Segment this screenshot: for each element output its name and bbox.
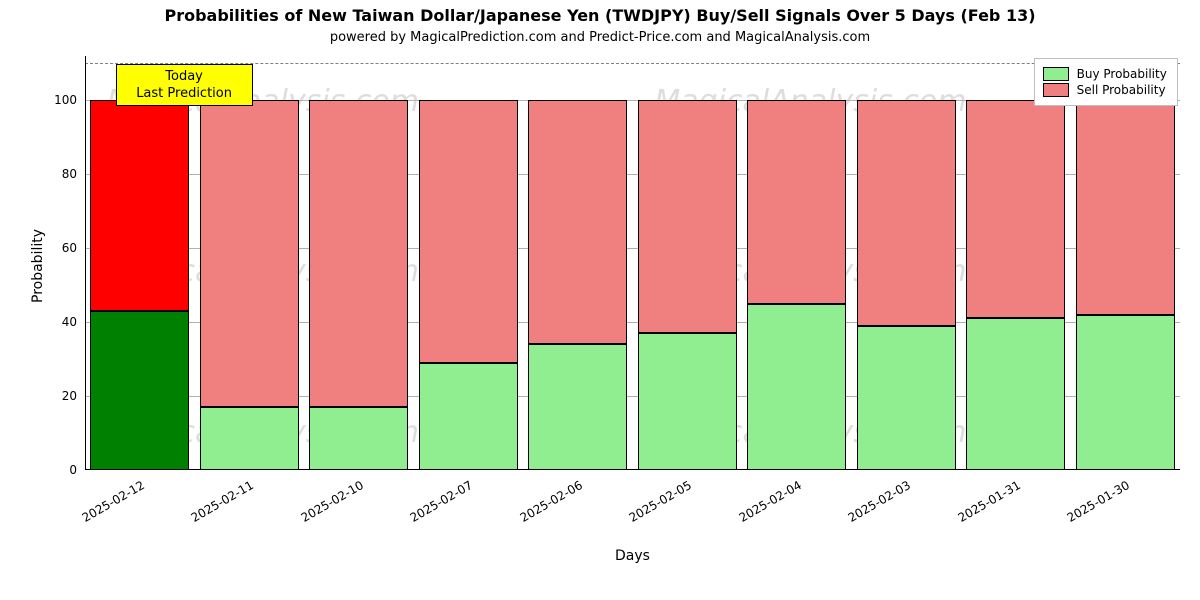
sell-bar: [309, 100, 408, 407]
buy-bar: [638, 333, 737, 470]
y-tick-label: 100: [54, 93, 85, 107]
plot-area: MagicalAnalysis.comMagicalAnalysis.comMa…: [85, 56, 1180, 470]
sell-bar: [200, 100, 299, 407]
y-tick-label: 60: [62, 241, 85, 255]
buy-bar: [857, 326, 956, 470]
bar-group: [857, 100, 956, 470]
sell-bar: [528, 100, 627, 344]
chart-subtitle: powered by MagicalPrediction.com and Pre…: [0, 30, 1200, 45]
legend-item: Buy Probability: [1043, 67, 1167, 81]
y-axis-label: Probability: [30, 229, 46, 303]
y-tick-label: 20: [62, 389, 85, 403]
annotation-line1: Today: [125, 69, 244, 85]
bar-group: [966, 100, 1065, 470]
bar-group: [638, 100, 737, 470]
x-tick-label: 2025-01-30: [1065, 478, 1132, 525]
x-tick-label: 2025-02-04: [736, 478, 803, 525]
sell-bar: [966, 100, 1065, 318]
sell-bar: [1076, 100, 1175, 314]
bar-group: [528, 100, 627, 470]
buy-bar: [309, 407, 408, 470]
y-tick-label: 40: [62, 315, 85, 329]
x-axis-label: Days: [85, 548, 1180, 564]
sell-bar: [747, 100, 846, 303]
x-tick-label: 2025-02-07: [408, 478, 475, 525]
sell-bar: [419, 100, 518, 362]
x-tick-label: 2025-02-03: [846, 478, 913, 525]
x-tick-label: 2025-02-06: [517, 478, 584, 525]
left-spine: [85, 56, 86, 470]
legend-swatch: [1043, 67, 1069, 81]
chart-figure: Probabilities of New Taiwan Dollar/Japan…: [0, 0, 1200, 600]
bar-group: [419, 100, 518, 470]
x-tick-label: 2025-02-05: [627, 478, 694, 525]
bar-group: [1076, 100, 1175, 470]
bar-group: [200, 100, 299, 470]
sell-bar: [638, 100, 737, 333]
sell-bar: [857, 100, 956, 325]
bar-group: [90, 100, 189, 470]
buy-bar: [1076, 315, 1175, 470]
x-tick-label: 2025-01-31: [955, 478, 1022, 525]
x-tick-label: 2025-02-10: [298, 478, 365, 525]
buy-bar: [90, 311, 189, 470]
legend-label: Sell Probability: [1077, 83, 1166, 97]
today-annotation: TodayLast Prediction: [116, 64, 253, 106]
y-tick-label: 80: [62, 167, 85, 181]
legend-label: Buy Probability: [1077, 67, 1167, 81]
chart-title: Probabilities of New Taiwan Dollar/Japan…: [0, 6, 1200, 25]
buy-bar: [528, 344, 627, 470]
buy-bar: [419, 363, 518, 470]
legend: Buy Probability Sell Probability: [1034, 58, 1178, 106]
buy-bar: [200, 407, 299, 470]
x-tick-label: 2025-02-11: [189, 478, 256, 525]
y-tick-label: 0: [69, 463, 85, 477]
bottom-spine: [85, 469, 1180, 470]
bar-group: [309, 100, 408, 470]
x-tick-label: 2025-02-12: [79, 478, 146, 525]
bar-group: [747, 100, 846, 470]
legend-swatch: [1043, 83, 1069, 97]
buy-bar: [966, 318, 1065, 470]
legend-item: Sell Probability: [1043, 83, 1167, 97]
annotation-line2: Last Prediction: [125, 86, 244, 102]
sell-bar: [90, 100, 189, 311]
buy-bar: [747, 304, 846, 470]
